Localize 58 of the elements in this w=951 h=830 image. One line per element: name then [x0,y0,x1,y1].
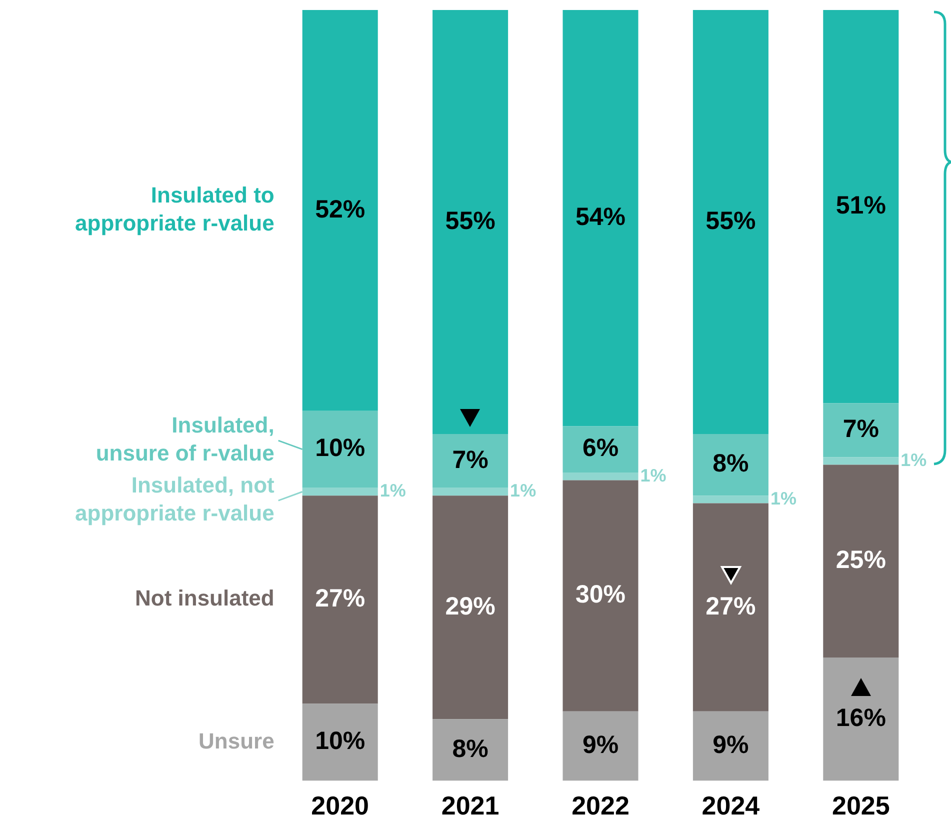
bar [302,496,378,704]
bar [823,464,899,658]
data-label: 8% [452,734,488,763]
bar [823,457,899,465]
data-label: 1% [640,465,666,486]
bar [692,503,768,712]
data-label: 1% [900,450,927,470]
bar [692,496,768,504]
data-label: 1% [770,488,796,508]
series-label: Insulated to appropriate r-value [75,182,274,236]
data-label: 10% [315,727,366,756]
data-label: 52% [315,195,366,224]
bar [432,10,508,434]
bar [302,704,378,781]
bar [302,10,378,411]
data-label: 7% [452,446,488,474]
data-label: 1% [510,480,536,501]
legend-label: Insulated, unsure of r-value [96,412,274,466]
data-label: 30% [575,580,626,609]
bar [692,10,768,434]
data-label: 25% [836,546,886,574]
x-tick-label: 2024 [702,790,760,821]
data-label: 55% [706,206,756,235]
series-label: Not insulated [135,586,274,611]
data-label: 51% [836,191,886,220]
bar [823,657,899,781]
data-label: 9% [582,731,619,760]
bar [823,403,899,458]
data-label: 8% [712,450,749,478]
data-label: 10% [315,434,366,462]
bar [692,711,768,781]
data-label: 55% [445,206,496,235]
x-tick-label: 2021 [441,790,500,821]
bar [562,426,638,472]
bar [562,10,638,426]
data-label: 29% [445,592,496,620]
bar [562,480,638,712]
x-tick-label: 2025 [832,790,890,821]
data-label: 27% [315,584,366,613]
data-label: 16% [836,704,886,732]
series-label: Unsure [198,728,274,754]
bar [432,719,508,781]
bar [562,711,638,781]
data-label: 1% [380,480,406,501]
x-tick-label: 2020 [311,790,370,821]
legend-label: Insulated, not appropriate r-value [75,472,276,526]
data-label: 7% [842,414,879,443]
bar [432,434,508,488]
data-label: 54% [575,203,626,232]
bar [823,10,899,404]
x-tick-label: 2022 [572,790,630,821]
bar [692,434,768,496]
data-label: 6% [582,434,619,462]
data-label: 27% [706,592,756,620]
bar [432,496,508,720]
data-label: 9% [712,731,749,760]
bar [562,472,638,480]
bar [432,488,508,496]
